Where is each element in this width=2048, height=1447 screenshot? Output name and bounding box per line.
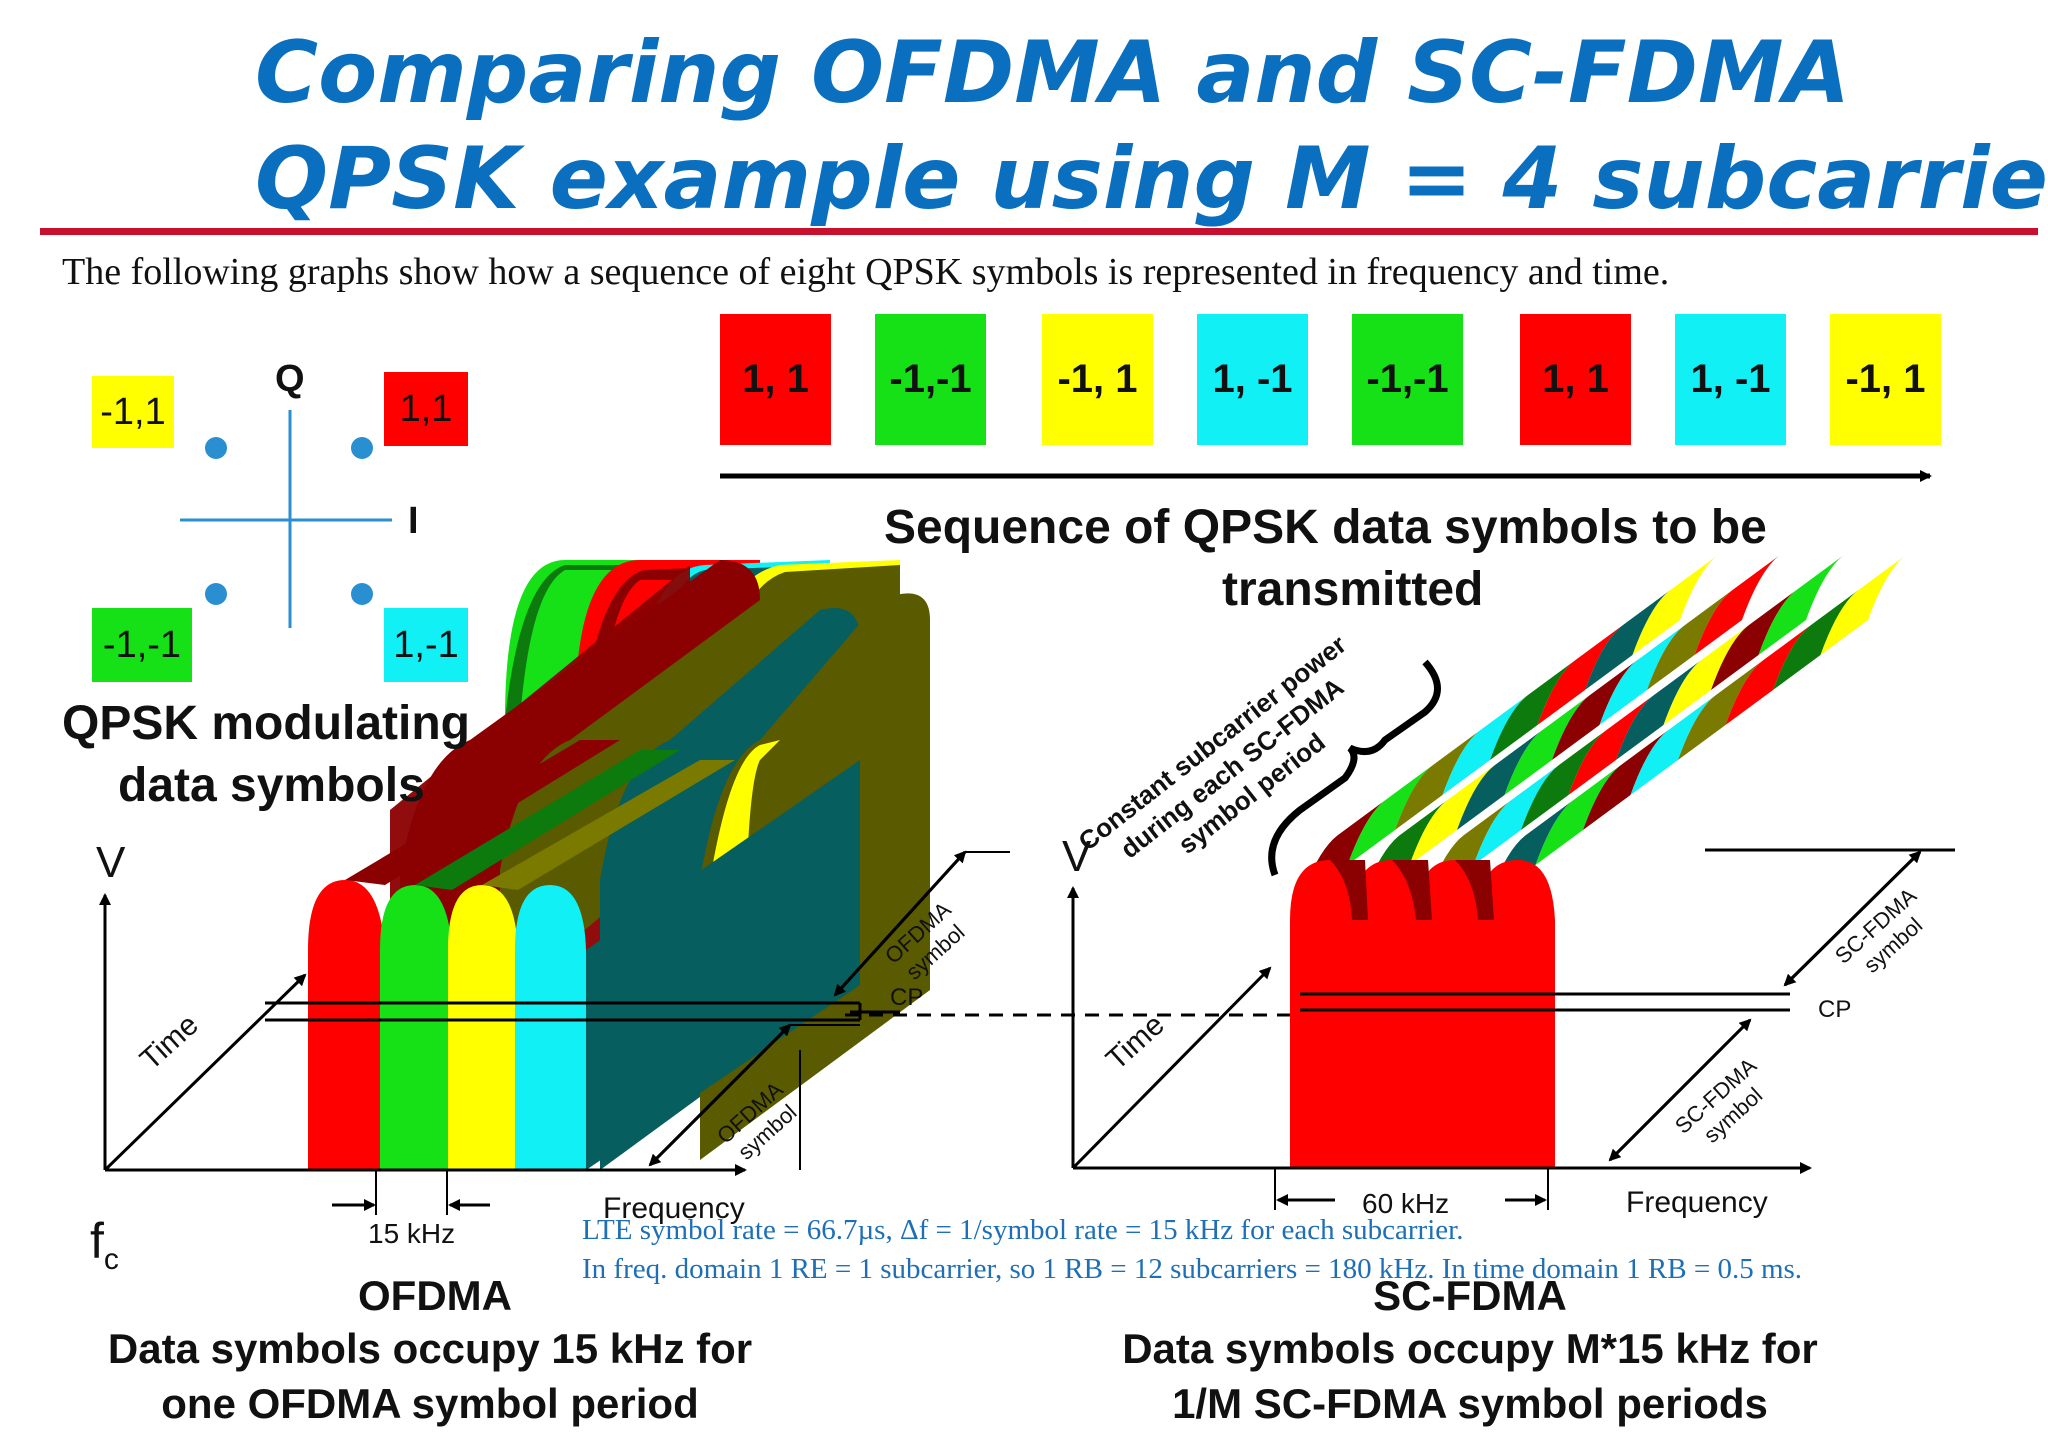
sequence-symbol: -1,-1 — [1352, 314, 1463, 445]
constellation-label: -1,-1 — [92, 608, 192, 682]
sequence-symbol: -1, 1 — [1830, 314, 1941, 445]
scfdma-subcarrier-segment — [1537, 625, 1623, 725]
scfdma-subcarrier-segment — [1473, 765, 1559, 865]
sequence-symbol: -1,-1 — [875, 314, 986, 445]
scfdma-subcarrier-segment — [1630, 695, 1716, 795]
scfdma-subcarrier-segment — [1409, 765, 1495, 865]
constellation-diagram — [180, 410, 392, 628]
scfdma-subcarrier-segment — [1568, 695, 1654, 795]
sequence-symbol: 1, -1 — [1197, 314, 1308, 445]
ofdma-caption-line2: one OFDMA symbol period — [161, 1380, 699, 1427]
scfdma-subcarrier-segment — [1678, 660, 1764, 760]
scfdma-caption-title: SC-FDMA — [1373, 1272, 1567, 1319]
ofdma-caption-line1: Data symbols occupy 15 kHz for — [107, 1325, 753, 1372]
constellation-point — [351, 437, 373, 459]
constellation-point — [205, 437, 227, 459]
sequence-caption-line2: transmitted — [1222, 563, 1484, 616]
scfdma-caption-line2: 1/M SC-FDMA symbol periods — [1172, 1380, 1768, 1427]
scfdma-subcarrier-segment — [1552, 660, 1638, 760]
ofdma-diagram — [99, 560, 1010, 1215]
scfdma-subcarrier-segment — [1632, 555, 1718, 655]
page-title-line1: Comparing OFDMA and SC-FDMA — [255, 23, 1851, 123]
scfdma-subcarrier-segment — [1599, 625, 1685, 725]
scfdma-subcarrier-segment — [1725, 625, 1811, 725]
note-line2: In freq. domain 1 RE = 1 subcarrier, so … — [582, 1253, 1803, 1285]
page-title-line2: QPSK example using M = 4 subcarriers — [255, 129, 2048, 229]
scfdma-cp-label: CP — [1818, 996, 1852, 1023]
constellation-label: -1,1 — [92, 376, 174, 448]
scfdma-subcarrier-segment — [1711, 590, 1797, 690]
scfdma-subcarrier-segment — [1694, 555, 1780, 655]
scfdma-subcarrier-segment — [1442, 695, 1528, 795]
scfdma-subcarrier-segment — [1583, 730, 1669, 830]
q-axis-label: Q — [275, 358, 305, 400]
scfdma-bandwidth-label: 60 kHz — [1362, 1188, 1450, 1219]
scfdma-subcarrier-segment — [1820, 555, 1906, 655]
scfdma-subcarrier-segment — [1663, 625, 1749, 725]
sequence-symbol: 1, 1 — [720, 314, 831, 445]
i-axis-label: I — [408, 500, 419, 542]
fc-label: fc — [90, 1213, 119, 1276]
intro-text: The following graphs show how a sequence… — [62, 251, 1670, 293]
constellation-caption-line1: QPSK modulating — [62, 697, 470, 750]
scfdma-v-axis-label: V — [1062, 832, 1092, 881]
ofdma-frequency-axis-label: Frequency — [603, 1192, 745, 1225]
note-line1: LTE symbol rate = 66.7µs, Δf = 1/symbol … — [582, 1214, 1464, 1246]
ofdma-cp-label: CP — [890, 984, 924, 1011]
scfdma-diagram — [1067, 555, 1955, 1210]
scfdma-subcarrier-segment — [1521, 730, 1607, 830]
scfdma-frequency-axis-label: Frequency — [1626, 1186, 1768, 1219]
scfdma-subcarrier-segment — [1616, 660, 1702, 760]
scfdma-subcarrier-segment — [1773, 590, 1859, 690]
scfdma-subcarrier-segment — [1758, 555, 1844, 655]
scfdma-subcarrier-segment — [1395, 730, 1481, 830]
scfdma-subcarrier-segment — [1647, 590, 1733, 690]
scfdma-subcarrier-segment — [1535, 765, 1621, 865]
ofdma-bandwidth-label: 15 kHz — [368, 1218, 456, 1249]
constellation-caption-line2: data symbols — [118, 759, 425, 812]
ofdma-v-axis-label: V — [96, 838, 126, 887]
brace — [1268, 659, 1441, 877]
sequence-symbol: 1, -1 — [1675, 314, 1786, 445]
title-divider — [40, 228, 2038, 235]
ofdma-caption-title: OFDMA — [358, 1272, 512, 1319]
constellation-point — [205, 583, 227, 605]
scfdma-subcarrier-segment — [1490, 660, 1576, 760]
scfdma-subcarrier-segment — [1585, 590, 1671, 690]
constellation-point — [351, 583, 373, 605]
scfdma-caption-line1: Data symbols occupy M*15 kHz for — [1122, 1325, 1818, 1372]
scfdma-subcarrier-segment — [1504, 695, 1590, 795]
scfdma-subcarrier-segment — [1347, 765, 1433, 865]
scfdma-subcarrier-segment — [1457, 730, 1543, 830]
sequence-symbol: 1, 1 — [1520, 314, 1631, 445]
constellation-label: 1,1 — [384, 372, 468, 446]
sequence-symbol: -1, 1 — [1042, 314, 1153, 445]
constellation-label: 1,-1 — [384, 608, 468, 682]
sequence-caption-line1: Sequence of QPSK data symbols to be — [884, 501, 1767, 554]
